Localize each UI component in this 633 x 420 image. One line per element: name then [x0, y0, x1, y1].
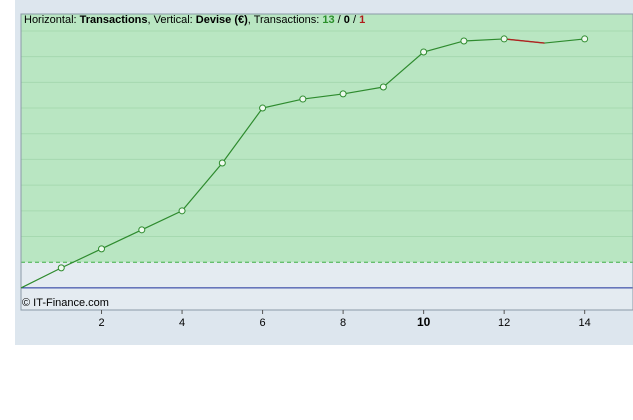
point — [259, 104, 267, 112]
header-part: / — [335, 14, 344, 26]
watermark: © IT-Finance.com — [22, 297, 109, 309]
header-part: 0 — [344, 14, 350, 26]
header-part: , Vertical: — [148, 14, 196, 26]
loss-segment — [504, 38, 545, 44]
header-part: / — [350, 14, 359, 26]
point — [460, 37, 468, 45]
header-part: Horizontal: — [24, 14, 80, 26]
point — [98, 245, 106, 253]
point — [339, 90, 347, 98]
x-tick-label: 10 — [417, 315, 431, 329]
x-tick-label: 12 — [498, 317, 510, 329]
point — [500, 35, 508, 43]
x-tick-label: 4 — [179, 317, 185, 329]
header-part: , Transactions: — [248, 14, 323, 26]
x-tick-label: 14 — [579, 317, 591, 329]
x-tick-label: 6 — [260, 317, 266, 329]
header-part: 1 — [359, 14, 365, 26]
plot-upper — [21, 14, 633, 263]
header-part: Transactions — [80, 14, 148, 26]
plot-border — [20, 13, 633, 311]
point — [178, 207, 186, 215]
point — [57, 264, 65, 272]
point — [138, 226, 146, 234]
x-tick-label: 2 — [98, 317, 104, 329]
header-part: 13 — [322, 14, 334, 26]
point — [299, 95, 307, 103]
header-part: Devise (€) — [196, 14, 248, 26]
x-tick-label: 8 — [340, 317, 346, 329]
point — [218, 159, 226, 167]
point — [379, 83, 387, 91]
point — [581, 35, 589, 43]
point — [420, 48, 428, 56]
chart-header: Horizontal: Transactions, Vertical: Devi… — [24, 14, 365, 26]
